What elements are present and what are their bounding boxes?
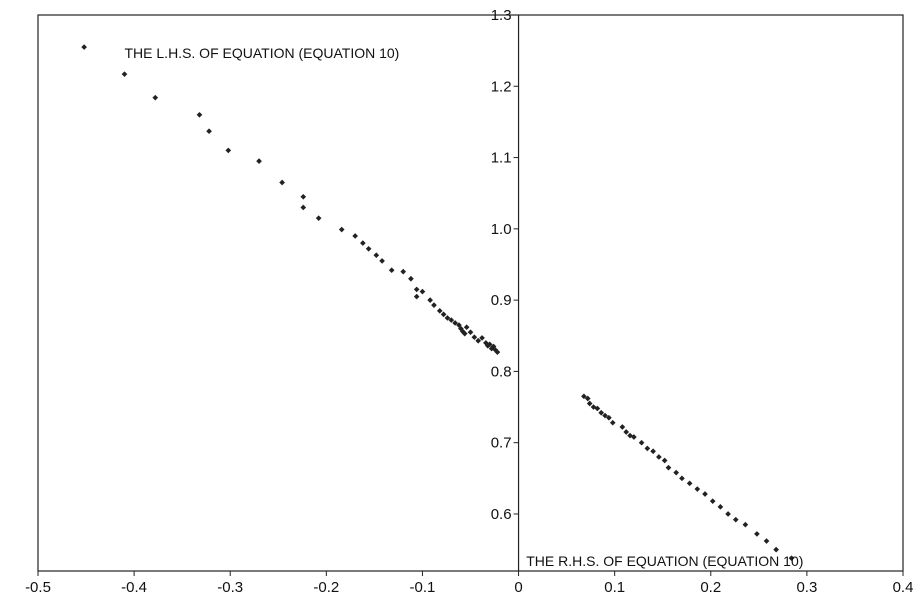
- data-point: [686, 480, 693, 487]
- data-point: [656, 454, 662, 460]
- y-tick-label: 1.1: [491, 150, 512, 167]
- data-point: [461, 330, 468, 337]
- data-point: [602, 412, 608, 419]
- data-point: [650, 448, 656, 455]
- data-point: [673, 469, 680, 476]
- data-point: [594, 405, 601, 412]
- y-axis-ticks: 0.6 0.7 0.8 0.9 1.0 1.1 1.2 1.3: [491, 7, 519, 523]
- data-point: [452, 320, 458, 326]
- data-point: [256, 158, 262, 164]
- data-point: [475, 337, 482, 344]
- data-point: [638, 439, 645, 446]
- data-point: [694, 486, 701, 492]
- data-point: [665, 464, 672, 471]
- x-tick-label: -0.5: [25, 579, 51, 596]
- data-point: [732, 516, 739, 523]
- data-point: [586, 400, 593, 407]
- data-point: [709, 498, 716, 504]
- x-tick-label: -0.2: [313, 579, 339, 596]
- y-tick-label: 0.8: [491, 363, 512, 380]
- data-point: [584, 395, 591, 402]
- data-point: [388, 267, 395, 274]
- data-point: [121, 71, 128, 77]
- data-point: [609, 419, 616, 426]
- data-point: [279, 179, 285, 186]
- data-point: [413, 293, 420, 300]
- data-point: [436, 307, 443, 314]
- plot-border: [37, 14, 904, 572]
- x-tick-label: 0.4: [893, 579, 914, 596]
- data-point: [338, 226, 345, 233]
- data-point: [788, 555, 795, 561]
- equation-annotation: THE L.H.S. OF EQUATION (EQUATION 10): [125, 45, 400, 61]
- data-point: [444, 315, 451, 321]
- data-point: [631, 434, 637, 440]
- y-tick-label: 0.9: [491, 292, 512, 309]
- x-tick-label: 0.1: [604, 579, 625, 596]
- data-point: [300, 204, 307, 211]
- data-point: [360, 240, 366, 246]
- y-tick-label: 1.3: [491, 7, 512, 24]
- x-tick-label: 0.2: [700, 579, 721, 596]
- data-point: [81, 44, 87, 50]
- annotations: THE L.H.S. OF EQUATION (EQUATION 10) THE …: [125, 45, 804, 569]
- data-points: [81, 44, 795, 561]
- data-point: [623, 429, 630, 435]
- data-point: [494, 349, 501, 355]
- data-point: [742, 521, 749, 528]
- x-tick-label: -0.4: [121, 579, 147, 596]
- y-tick-label: 1.0: [491, 221, 512, 238]
- data-point: [717, 504, 724, 510]
- x-axis-ticks: -0.5 -0.4 -0.3 -0.2 -0.1 0 0.1 0.2 0.3 0.4: [25, 571, 913, 596]
- data-point: [581, 393, 587, 400]
- data-point: [315, 215, 322, 221]
- x-tick-label: -0.1: [410, 579, 436, 596]
- data-point: [300, 193, 307, 200]
- x-tick-label: 0.3: [796, 579, 817, 596]
- data-point: [352, 233, 358, 239]
- y-tick-label: 0.6: [491, 506, 512, 523]
- data-point: [431, 302, 437, 308]
- data-point: [644, 445, 651, 452]
- data-point: [606, 414, 612, 421]
- x-tick-label: -0.3: [217, 579, 243, 596]
- data-point: [365, 245, 372, 252]
- data-point: [413, 286, 420, 293]
- data-point: [427, 297, 433, 303]
- data-point: [440, 311, 447, 318]
- data-point: [598, 409, 605, 416]
- data-point: [408, 275, 414, 282]
- data-point: [196, 111, 203, 118]
- data-point: [467, 329, 474, 336]
- data-point: [679, 475, 685, 482]
- data-point: [619, 424, 626, 430]
- data-point: [448, 317, 455, 323]
- y-tick-label: 0.7: [491, 435, 512, 452]
- data-point: [400, 268, 407, 275]
- data-point: [373, 252, 380, 259]
- data-point: [486, 341, 493, 348]
- data-point: [152, 94, 159, 101]
- data-point: [479, 335, 485, 341]
- data-point: [471, 334, 478, 341]
- data-point: [419, 288, 426, 295]
- data-point: [725, 511, 731, 517]
- data-point: [463, 324, 470, 331]
- data-point: [225, 147, 232, 154]
- data-point: [206, 128, 212, 135]
- data-point: [661, 457, 668, 464]
- data-point: [763, 538, 770, 544]
- data-point: [702, 491, 708, 497]
- x-tick-label: 0: [514, 579, 522, 596]
- equation-annotation: THE R.H.S. OF EQUATION (EQUATION 10): [526, 553, 803, 569]
- data-point: [754, 531, 760, 537]
- y-tick-label: 1.2: [491, 78, 512, 95]
- data-point: [379, 258, 385, 264]
- data-point: [773, 546, 779, 553]
- plot-frame: [37, 14, 904, 572]
